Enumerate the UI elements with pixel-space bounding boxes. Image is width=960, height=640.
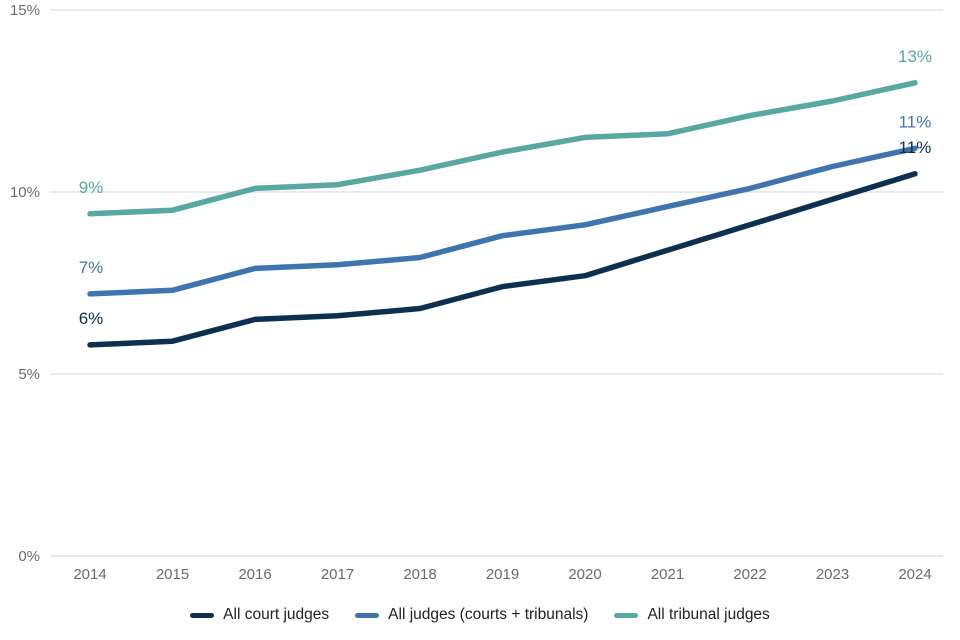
x-axis-tick-label-2019: 2019	[486, 566, 519, 583]
series-line-all-judges-courts-tribunals	[87, 145, 918, 297]
legend-label: All judges (courts + tribunals)	[388, 606, 589, 623]
legend-swatch-icon	[190, 612, 215, 618]
x-axis-tick-label-2017: 2017	[321, 566, 354, 583]
y-axis-tick-label: 15%	[10, 2, 40, 19]
series-start-label-all-tribunal-judges: 9%	[79, 178, 104, 197]
x-axis-tick-label-2015: 2015	[156, 566, 189, 583]
y-axis-tick-label: 0%	[18, 548, 40, 565]
x-axis-tick-label-2014: 2014	[73, 566, 106, 583]
x-axis-tick-label-2016: 2016	[238, 566, 271, 583]
series-line-all-tribunal-judges	[87, 80, 918, 217]
legend-item-all-court-judges: All court judges	[190, 606, 329, 624]
x-axis-tick-label-2023: 2023	[816, 566, 849, 583]
legend-swatch-icon	[614, 612, 639, 618]
y-axis-tick-label: 5%	[18, 366, 40, 383]
series-start-label-all-court-judges: 6%	[79, 309, 104, 328]
x-axis-tick-label-2020: 2020	[568, 566, 601, 583]
x-axis-tick-label-2018: 2018	[403, 566, 436, 583]
legend-item-all-judges-courts-tribunals: All judges (courts + tribunals)	[355, 606, 588, 624]
series-end-label-all-judges-courts-tribunals: 11%	[899, 112, 932, 131]
x-axis-tick-label-2024: 2024	[898, 566, 931, 583]
chart-legend: All court judges All judges (courts + tri…	[0, 602, 960, 628]
x-axis-tick-label-2022: 2022	[733, 566, 766, 583]
legend-item-all-tribunal-judges: All tribunal judges	[614, 606, 770, 624]
series-end-label-all-tribunal-judges: 13%	[898, 47, 932, 66]
y-axis-tick-label: 10%	[10, 184, 40, 201]
legend-label: All court judges	[223, 606, 330, 623]
series-start-label-all-judges-courts-tribunals: 7%	[79, 258, 104, 277]
legend-swatch-icon	[355, 612, 380, 618]
x-axis-tick-label-2021: 2021	[651, 566, 684, 583]
series-end-label-all-court-judges: 11%	[899, 138, 932, 157]
legend-label: All tribunal judges	[647, 606, 770, 623]
series-line-all-court-judges	[87, 171, 918, 348]
